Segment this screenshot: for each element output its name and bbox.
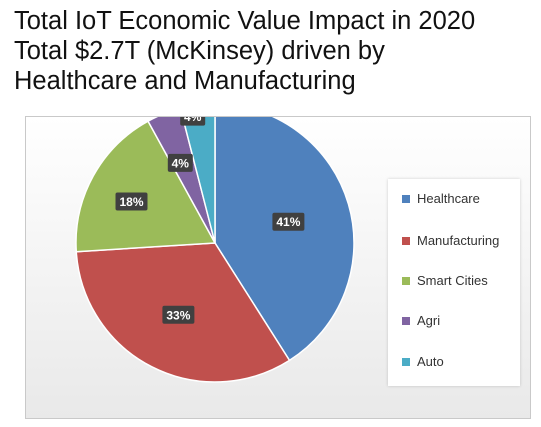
- legend: Healthcare Manufacturing Smart Cities Ag…: [388, 179, 520, 386]
- legend-item-healthcare: Healthcare: [402, 191, 480, 206]
- legend-item-agri: Agri: [402, 313, 440, 328]
- data-label-text-auto: 4%: [184, 117, 202, 124]
- pie-slice-agri: [147, 117, 216, 244]
- data-label-agri: 4%: [167, 153, 193, 172]
- data-label-healthcare: 41%: [272, 212, 305, 231]
- legend-item-smart-cities: Smart Cities: [402, 273, 488, 288]
- pie-slice-auto: [181, 117, 216, 244]
- legend-label-healthcare: Healthcare: [417, 191, 480, 206]
- data-label-manufacturing: 33%: [162, 305, 195, 324]
- chart-area: 41% 33% 18% 4% 4% Healthcare Manufacturing S…: [25, 116, 531, 419]
- legend-item-auto: Auto: [402, 354, 444, 369]
- data-label-box-smart-cities: [115, 192, 148, 211]
- data-label-box-auto: [180, 117, 206, 126]
- pie-slice-healthcare: [214, 117, 355, 362]
- data-label-text-healthcare: 41%: [276, 215, 300, 229]
- legend-item-manufacturing: Manufacturing: [402, 233, 499, 248]
- legend-swatch-healthcare: [402, 194, 410, 203]
- title-line-3: Healthcare and Manufacturing: [14, 67, 356, 95]
- legend-label-agri: Agri: [417, 313, 441, 328]
- legend-swatch-agri: [402, 316, 410, 325]
- title-line-1: Total IoT Economic Value Impact in 2020: [14, 7, 476, 35]
- legend-label-auto: Auto: [417, 354, 444, 369]
- data-label-box-healthcare: [272, 212, 305, 231]
- title-line-2: Total $2.7T (McKinsey) driven by: [14, 37, 385, 65]
- data-label-box-agri: [167, 153, 193, 172]
- legend-swatch-smart-cities: [402, 276, 410, 285]
- legend-swatch-auto: [402, 357, 410, 366]
- legend-label-smart-cities: Smart Cities: [417, 273, 488, 288]
- legend-swatch-manufacturing: [402, 236, 410, 245]
- legend-label-manufacturing: Manufacturing: [417, 233, 500, 248]
- pie-slice-smart-cities: [75, 120, 217, 253]
- data-label-box-manufacturing: [162, 305, 195, 324]
- data-label-text-manufacturing: 33%: [166, 308, 190, 322]
- data-label-smart-cities: 18%: [115, 192, 148, 211]
- data-label-auto: 4%: [180, 117, 206, 126]
- data-label-text-smart-cities: 18%: [119, 195, 143, 209]
- chart-title: Total IoT Economic Value Impact in 2020 …: [14, 6, 475, 96]
- data-label-text-agri: 4%: [172, 156, 190, 170]
- pie-chart: 41% 33% 18% 4% 4%: [75, 117, 355, 383]
